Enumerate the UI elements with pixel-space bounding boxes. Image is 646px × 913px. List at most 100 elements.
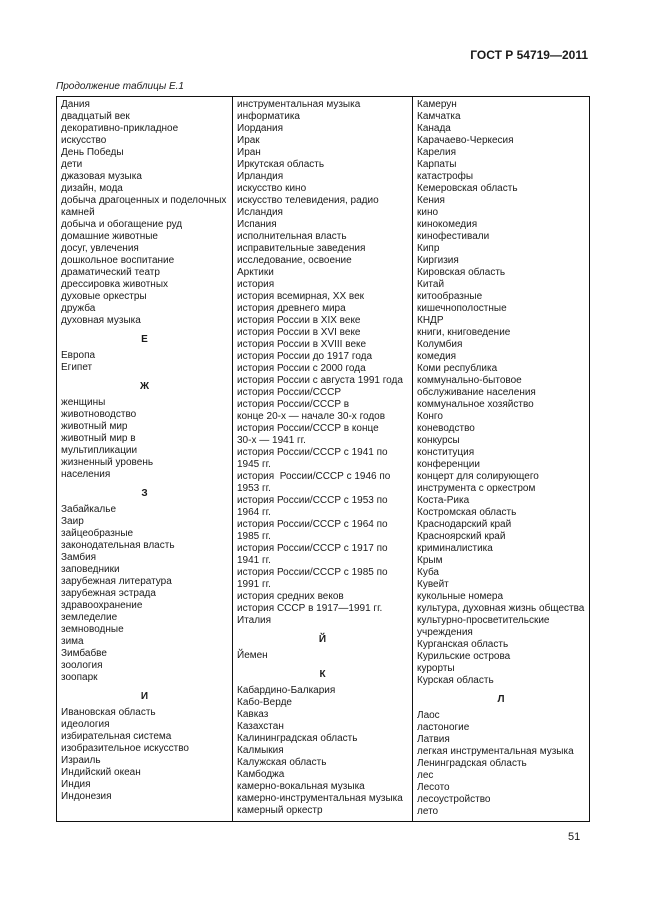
index-term: комедия — [417, 351, 457, 362]
index-term: история России в XIX веке — [237, 315, 361, 326]
letter-heading: Ж — [139, 381, 150, 392]
page-number: 51 — [568, 831, 581, 843]
index-term: законодательная власть — [61, 540, 175, 551]
index-term: Курганская область — [417, 639, 509, 650]
index-term: история России/СССР — [237, 387, 342, 398]
index-term: женщины — [61, 397, 106, 408]
index-term: лето — [417, 806, 439, 817]
index-term: Забайкалье — [61, 504, 117, 515]
index-term: добыча драгоценных и поделочных камней — [61, 195, 227, 218]
index-term: Куба — [417, 567, 439, 578]
index-term: история России с августа 1991 года — [237, 375, 403, 386]
index-term: жизненный уровень населения — [61, 457, 154, 480]
index-term: Коста-Рика — [417, 495, 470, 506]
letter-heading: К — [319, 669, 326, 680]
index-term: Заир — [61, 516, 84, 527]
index-term: искусство кино — [237, 183, 307, 194]
index-term: Карелия — [417, 147, 457, 158]
index-term: камерно-инструментальная музыка — [237, 793, 403, 804]
index-term: домашние животные — [61, 231, 158, 242]
index-term: кинокомедия — [417, 219, 478, 230]
index-term: Красноярский край — [417, 531, 506, 542]
index-term: конституция — [417, 447, 475, 458]
index-term: коммунальное хозяйство — [417, 399, 534, 410]
index-term: конференции — [417, 459, 480, 470]
index-term: история древнего мира — [237, 303, 346, 314]
index-term: лес — [417, 770, 434, 781]
index-term: Йемен — [237, 650, 268, 661]
index-term: Италия — [237, 615, 272, 626]
index-term: исправительные заведения — [237, 243, 366, 254]
letter-heading: З — [141, 488, 148, 499]
index-term: Камерун — [417, 99, 457, 110]
index-term: Крым — [417, 555, 443, 566]
index-term: Индийский океан — [61, 767, 141, 778]
index-term: культурно-просветительские учреждения — [417, 615, 550, 638]
index-term: история России/СССР с 1953 по 1964 гг. — [237, 495, 388, 518]
index-term: информатика — [237, 111, 300, 122]
index-term: инструментальная музыка — [237, 99, 361, 110]
index-term: земледелие — [61, 612, 118, 623]
index-term: Киргизия — [417, 255, 459, 266]
index-term: Кабо-Верде — [237, 697, 292, 708]
index-term: Колумбия — [417, 339, 463, 350]
index-term: драматический театр — [61, 267, 160, 278]
index-term: история России/СССР с 1941 по 1945 гг. — [237, 447, 388, 470]
index-term: Китай — [417, 279, 445, 290]
index-term: дети — [61, 159, 83, 170]
index-term: Кабардино-Балкария — [237, 685, 336, 696]
index-term: зоопарк — [61, 672, 98, 683]
index-term: идеология — [61, 719, 110, 730]
index-term: история России с 2000 года — [237, 363, 366, 374]
index-term: курорты — [417, 663, 455, 674]
index-term: Европа — [61, 350, 96, 361]
index-term: культура, духовная жизнь общества — [417, 603, 585, 614]
index-term: здравоохранение — [61, 600, 143, 611]
index-term: зарубежная литература — [61, 576, 172, 587]
index-term: Кения — [417, 195, 445, 206]
index-term: животный мир в мультипликации — [61, 433, 138, 456]
index-term: дошкольное воспитание — [61, 255, 175, 266]
index-term: лесоустройство — [417, 794, 491, 805]
index-term: зайцеобразные — [61, 528, 134, 539]
index-term: Курская область — [417, 675, 494, 686]
table-column-2: инструментальная музыка информатика Иордан… — [233, 97, 413, 821]
letter-heading: Й — [318, 634, 327, 645]
index-term: легкая инструментальная музыка — [417, 746, 574, 757]
index-term: Кировская область — [417, 267, 506, 278]
index-term: Индия — [61, 779, 91, 790]
index-term: исполнительная власть — [237, 231, 347, 242]
index-term: коммунально-бытовое обслуживание населен… — [417, 375, 536, 398]
index-term: духовые оркестры — [61, 291, 147, 302]
index-term: зарубежная эстрада — [61, 588, 156, 599]
index-term: конкурсы — [417, 435, 460, 446]
index-term: добыча и обогащение руд — [61, 219, 183, 230]
index-term: дрессировка животных — [61, 279, 169, 290]
index-term: история — [237, 279, 275, 290]
index-term: Дания — [61, 99, 90, 110]
index-term: история России в XVI веке — [237, 327, 361, 338]
index-term: история России в XVIII веке — [237, 339, 367, 350]
index-term: история России/СССР с 1946 по 1953 гг. — [237, 471, 391, 494]
index-term: животный мир — [61, 421, 128, 432]
index-term: декоративно-прикладное искусство — [61, 123, 179, 146]
index-term: Египет — [61, 362, 93, 373]
index-term: Костромская область — [417, 507, 517, 518]
index-term: история всемирная, XX век — [237, 291, 365, 302]
index-term: Иран — [237, 147, 261, 158]
index-term: Канада — [417, 123, 451, 134]
index-term: заповедники — [61, 564, 120, 575]
index-term: дизайн, мода — [61, 183, 123, 194]
index-term: история России/СССР с 1917 по 1941 гг. — [237, 543, 388, 566]
index-term: Конго — [417, 411, 443, 422]
index-term: история СССР в 1917—1991 гг. — [237, 603, 383, 614]
index-term: Замбия — [61, 552, 97, 563]
letter-heading: И — [140, 691, 149, 702]
index-term: ластоногие — [417, 722, 470, 733]
index-term: история России/СССР с 1964 по 1985 гг. — [237, 519, 388, 542]
index-term: Латвия — [417, 734, 450, 745]
index-term: Казахстан — [237, 721, 284, 732]
standard-number: ГОСТ Р 54719—2011 — [470, 48, 588, 62]
index-term: история России/СССР в конце 20-х — начал… — [237, 399, 386, 422]
index-term: День Победы — [61, 147, 124, 158]
